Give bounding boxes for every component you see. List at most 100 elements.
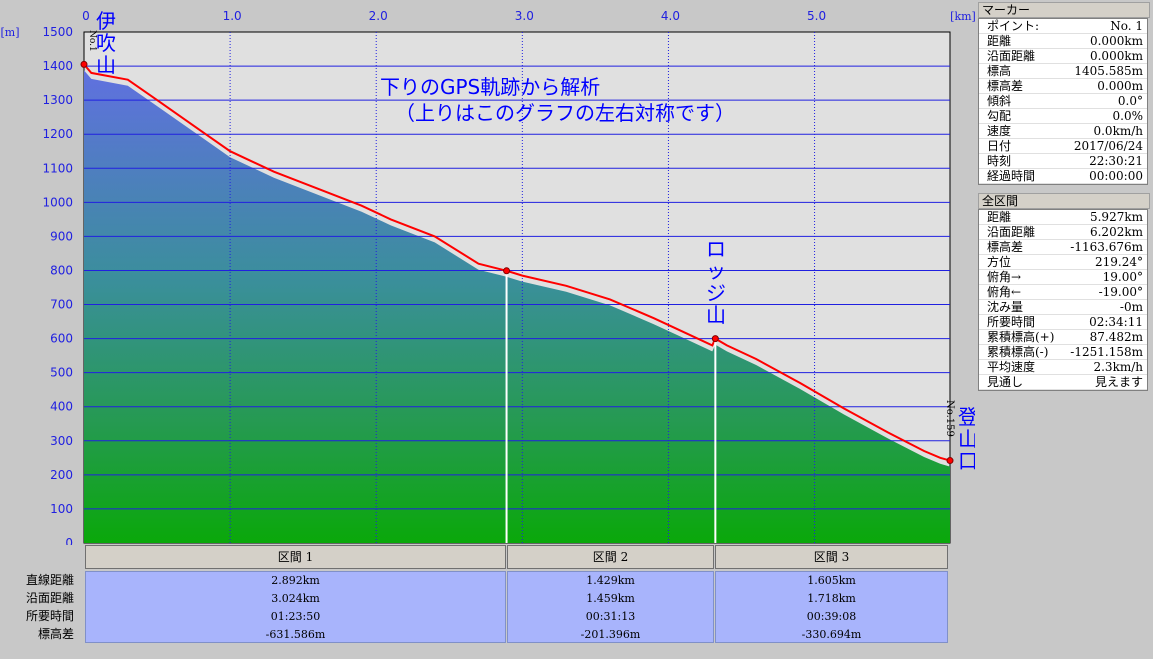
y-tick-label: 200: [50, 468, 73, 482]
section-header-3[interactable]: 区間 3: [715, 545, 948, 569]
point-label-end: No.159: [944, 400, 955, 437]
section-value: 3.024km: [271, 592, 320, 605]
section-values-3: 1.605km 1.718km 00:39:08 -330.694m: [715, 571, 948, 643]
panel-row-value: -19.00°: [1098, 285, 1143, 299]
panel-row-label: 平均速度: [987, 360, 1036, 374]
panel-row: 経過時間 00:00:00: [979, 169, 1147, 184]
place-label-trailhead: 登: [958, 405, 975, 429]
panel-row: 距離 0.000km: [979, 34, 1147, 49]
place-label-ibuki: 山: [96, 53, 116, 77]
panel-row: 標高差 -1163.676m: [979, 240, 1147, 255]
panel-row-label: 累積標高(+): [987, 330, 1055, 344]
annotation-line-2: （上りはこのグラフの左右対称です）: [395, 101, 735, 125]
y-tick-label: 0: [65, 536, 73, 545]
gps-track-line: [83, 63, 951, 462]
panel-row: 標高 1405.585m: [979, 64, 1147, 79]
panel-row: 累積標高(+) 87.482m: [979, 330, 1147, 345]
elevation-profile-chart[interactable]: 0 100 200 300 400 500 600 700 800 900 1000 1100 1200…: [0, 0, 975, 545]
panel-row-label: 標高: [987, 64, 1012, 78]
section-header-2[interactable]: 区間 2: [507, 545, 714, 569]
y-tick-label: 300: [50, 434, 73, 448]
panel-row-value: 0.0%: [1112, 109, 1144, 123]
panel-row-label: 沿面距離: [987, 225, 1036, 239]
panel-row-value: -1163.676m: [1070, 240, 1143, 254]
panel-row: 速度 0.0km/h: [979, 124, 1147, 139]
panel-row-label: 距離: [987, 210, 1012, 224]
y-tick-label: 1400: [42, 59, 73, 73]
panel-row: 累積標高(-) -1251.158m: [979, 345, 1147, 360]
panel-row-label: 勾配: [987, 109, 1012, 123]
track-marker-point: [946, 457, 954, 465]
panel-row: 所要時間 02:34:11: [979, 315, 1147, 330]
panel-row: 日付 2017/06/24: [979, 139, 1147, 154]
section-row-label: 直線距離: [25, 573, 74, 587]
panel-row: 平均速度 2.3km/h: [979, 360, 1147, 375]
track-marker-point: [80, 60, 88, 68]
marker-panel-title: マーカー: [978, 2, 1150, 18]
x-tick-label: 4.0: [661, 9, 680, 23]
panel-row-value: 87.482m: [1089, 330, 1143, 344]
panel-row-value: 0.000km: [1089, 34, 1143, 48]
panel-row-label: 経過時間: [987, 169, 1036, 183]
panel-row-label: 所要時間: [987, 315, 1036, 329]
panel-row-value: 0.000m: [1097, 79, 1143, 93]
track-marker-point: [711, 335, 719, 343]
panel-row: ポイント: No. 1: [979, 19, 1147, 34]
y-tick-label: 400: [50, 400, 73, 414]
total-panel: 距離 5.927km 沿面距離 6.202km 標高差 -1163.676m 方位 219.2…: [978, 209, 1148, 391]
place-label-lodge: 山: [706, 303, 726, 327]
panel-row: 見通し 見えます: [979, 375, 1147, 390]
panel-row: 沈み量 -0m: [979, 300, 1147, 315]
panel-row-label: 俯角←: [987, 285, 1022, 299]
section-row-label: 所要時間: [25, 609, 74, 623]
annotation-line-1: 下りのGPS軌跡から解析: [380, 75, 600, 99]
panel-row-value: No. 1: [1110, 19, 1143, 33]
panel-row-label: 沿面距離: [987, 49, 1036, 63]
panel-row-value: 219.24°: [1095, 255, 1143, 269]
x-tick-label: 0: [82, 9, 90, 23]
panel-row: 距離 5.927km: [979, 210, 1147, 225]
section-value: 1.459km: [586, 592, 635, 605]
panel-row: 沿面距離 6.202km: [979, 225, 1147, 240]
panel-row-value: 02:34:11: [1089, 315, 1143, 329]
x-tick-label: 3.0: [515, 9, 534, 23]
panel-row-value: 5.927km: [1089, 210, 1143, 224]
panel-row-value: 0.000km: [1089, 49, 1143, 63]
section-values-1: 2.892km 3.024km 01:23:50 -631.586m: [85, 571, 506, 643]
y-tick-label: 1100: [42, 161, 73, 175]
y-tick-label: 1200: [42, 127, 73, 141]
place-label-lodge: ロ: [706, 237, 726, 261]
x-unit-label: [km]: [950, 10, 975, 23]
panel-row-value: 見えます: [1094, 375, 1143, 389]
section-value: 00:31:13: [585, 610, 636, 623]
y-tick-label: 1500: [42, 25, 73, 39]
place-label-lodge: ッ: [706, 259, 726, 283]
panel-row: 傾斜 0.0°: [979, 94, 1147, 109]
panel-row-value: -0m: [1119, 300, 1143, 314]
panel-row-value: 6.202km: [1089, 225, 1143, 239]
section-value: -631.586m: [265, 628, 326, 641]
panel-row-value: 19.00°: [1102, 270, 1143, 284]
panel-row: 勾配 0.0%: [979, 109, 1147, 124]
panel-row-label: 俯角→: [987, 270, 1022, 284]
panel-row-value: 00:00:00: [1089, 169, 1143, 183]
section-value: -201.396m: [580, 628, 641, 641]
panel-row: 俯角→ 19.00°: [979, 270, 1147, 285]
y-tick-label: 700: [50, 298, 73, 312]
place-label-trailhead: 山: [958, 427, 975, 451]
y-tick-label: 600: [50, 332, 73, 346]
section-row-label: 沿面距離: [25, 591, 74, 605]
section-value: 1.718km: [807, 592, 856, 605]
y-tick-label: 500: [50, 366, 73, 380]
x-tick-label: 5.0: [807, 9, 826, 23]
marker-panel: ポイント: No. 1 距離 0.000km 沿面距離 0.000km 標高 1405.585…: [978, 18, 1148, 185]
place-label-ibuki: 吹: [96, 31, 116, 55]
section-header-1[interactable]: 区間 1: [85, 545, 506, 569]
section-values-2: 1.429km 1.459km 00:31:13 -201.396m: [507, 571, 714, 643]
panel-row: 沿面距離 0.000km: [979, 49, 1147, 64]
place-label-ibuki: 伊: [96, 9, 116, 33]
panel-row-label: ポイント:: [987, 19, 1040, 33]
x-tick-label: 1.0: [223, 9, 242, 23]
panel-row-value: 0.0°: [1117, 94, 1143, 108]
panel-row-label: 傾斜: [987, 94, 1012, 108]
